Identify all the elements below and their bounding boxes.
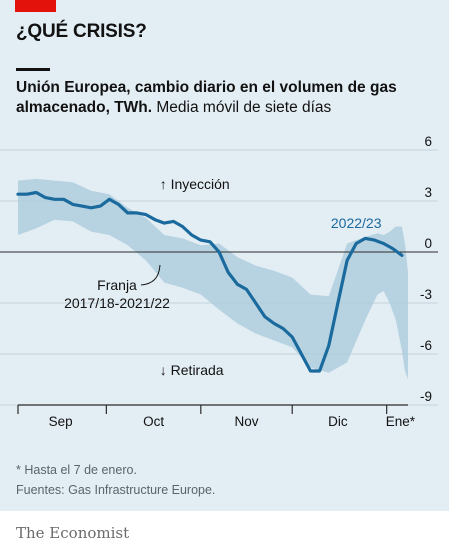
brand-logo: The Economist [16, 524, 130, 542]
x-tick-label: Ene* [386, 414, 416, 429]
headline-rule [16, 68, 50, 71]
x-tick-label: Nov [235, 414, 259, 429]
source-note: Fuentes: Gas Infrastructure Europe. [16, 483, 216, 497]
band-label-line: 2017/18-2021/22 [64, 295, 170, 311]
y-tick-label: -9 [420, 389, 432, 404]
subtitle-regular: Media móvil de siete días [152, 99, 332, 116]
series-label: 2022/23 [331, 215, 382, 231]
subtitle-bold: Unión Europea, cambio diario en el volum… [16, 79, 397, 116]
x-tick-label: Dic [328, 414, 348, 429]
x-tick-label: Sep [49, 414, 73, 429]
annotation-withdrawal: ↓ Retirada [160, 362, 224, 378]
band-label-leader [140, 264, 161, 286]
chart-headline: ¿QUÉ CRISIS? [16, 21, 147, 42]
chart-subtitle: Unión Europea, cambio diario en el volum… [16, 78, 436, 118]
range-band [18, 178, 408, 380]
band-label-line: Franja [97, 277, 137, 293]
y-tick-label: 0 [424, 236, 432, 251]
footnote: * Hasta el 7 de enero. [16, 463, 137, 477]
series-line-2022-23 [16, 190, 404, 373]
chart-plot: 6 3 0 -3 -6 -9 Sep Oct Nov Dic Ene* ↑ Inyección ↓ Re… [0, 134, 438, 429]
y-tick-label: -6 [420, 338, 432, 353]
economist-red-tag [15, 0, 56, 12]
y-tick-label: 3 [424, 185, 432, 200]
y-tick-label: 6 [424, 134, 432, 149]
x-tick-label: Oct [143, 414, 164, 429]
y-tick-label: -3 [420, 287, 432, 302]
annotation-injection: ↑ Inyección [160, 176, 230, 192]
band-label: Franja 2017/18-2021/22 [64, 277, 170, 311]
